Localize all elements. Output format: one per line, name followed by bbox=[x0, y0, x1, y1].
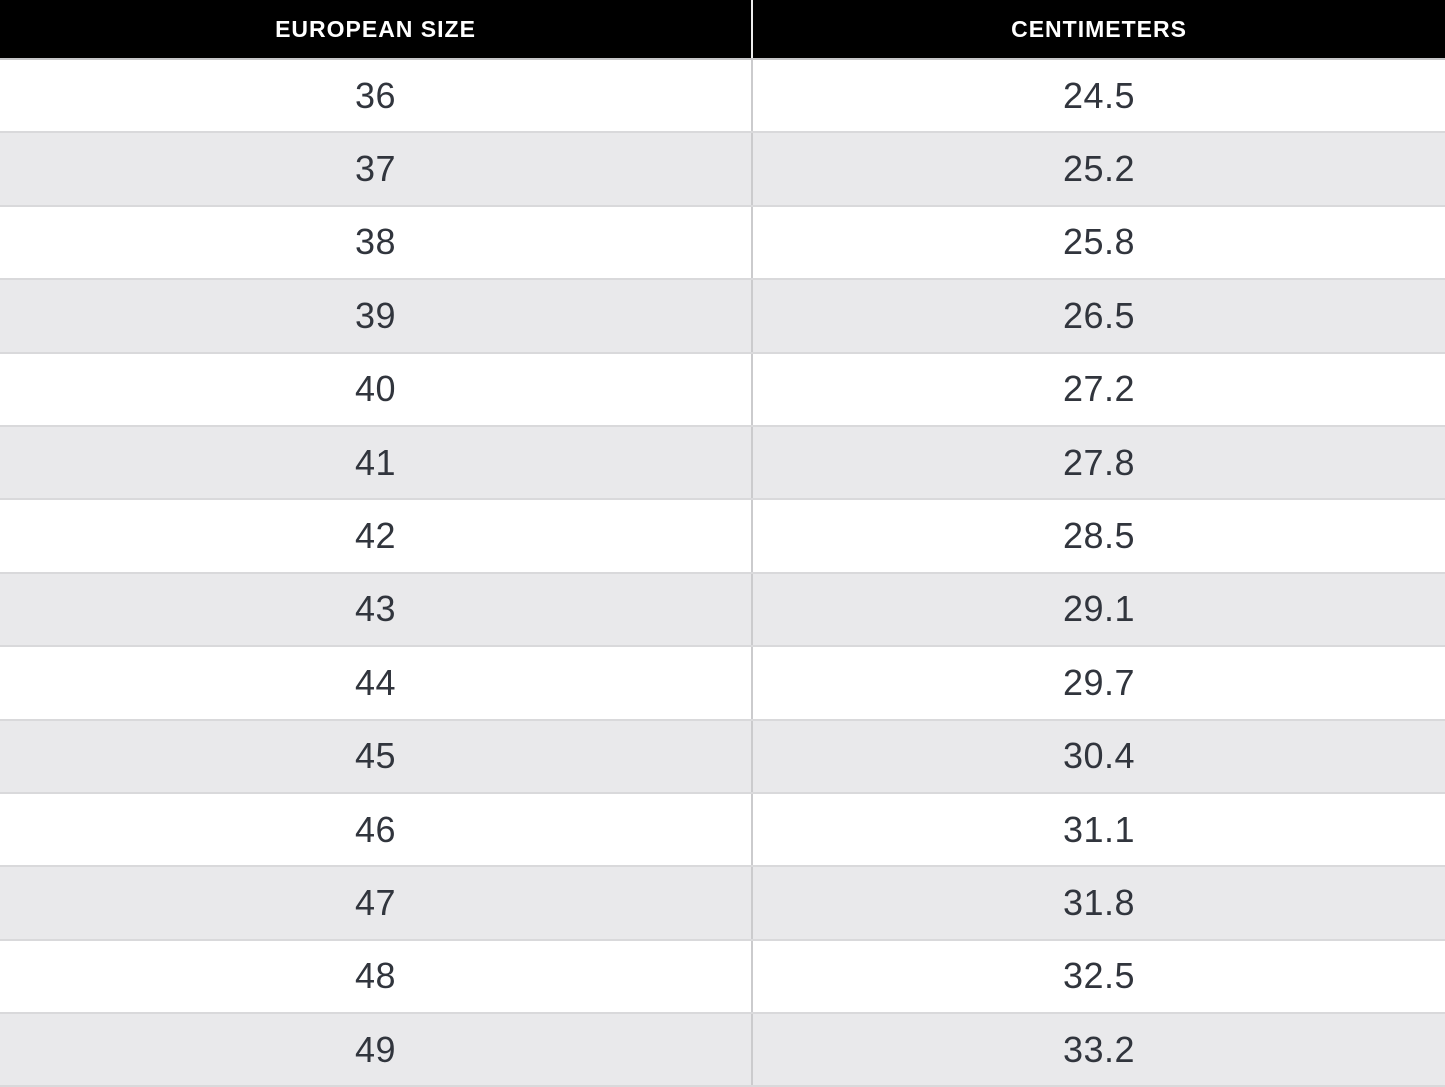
european-size-cell: 37 bbox=[0, 132, 753, 207]
centimeters-cell: 25.8 bbox=[752, 205, 1445, 281]
european-size-cell: 42 bbox=[0, 499, 753, 574]
centimeters-cell: 33.2 bbox=[752, 1013, 1445, 1087]
european-size-cell: 45 bbox=[0, 719, 753, 794]
table-body: 36 24.5 37 25.2 38 25.8 39 26.5 40 27.2 … bbox=[0, 59, 1445, 1087]
centimeters-cell: 28.5 bbox=[752, 499, 1445, 574]
european-size-cell: 47 bbox=[0, 866, 753, 941]
centimeters-cell: 27.2 bbox=[752, 352, 1445, 427]
centimeters-cell: 24.5 bbox=[752, 59, 1445, 134]
european-size-cell: 40 bbox=[0, 352, 753, 427]
table-row: 47 31.8 bbox=[0, 866, 1445, 941]
centimeters-cell: 27.8 bbox=[752, 425, 1445, 501]
centimeters-cell: 26.5 bbox=[752, 279, 1445, 354]
table-row: 37 25.2 bbox=[0, 132, 1445, 207]
table-row: 48 32.5 bbox=[0, 939, 1445, 1015]
centimeters-cell: 32.5 bbox=[752, 939, 1445, 1015]
table-row: 39 26.5 bbox=[0, 279, 1445, 354]
table-row: 40 27.2 bbox=[0, 352, 1445, 427]
european-size-cell: 41 bbox=[0, 425, 753, 501]
table-row: 44 29.7 bbox=[0, 646, 1445, 721]
centimeters-cell: 30.4 bbox=[752, 719, 1445, 794]
european-size-cell: 44 bbox=[0, 646, 753, 721]
european-size-cell: 38 bbox=[0, 205, 753, 281]
european-size-cell: 46 bbox=[0, 792, 753, 868]
centimeters-cell: 31.1 bbox=[752, 792, 1445, 868]
european-size-cell: 48 bbox=[0, 939, 753, 1015]
european-size-cell: 43 bbox=[0, 572, 753, 648]
table-row: 49 33.2 bbox=[0, 1013, 1445, 1087]
table-header-row: EUROPEAN SIZE CENTIMETERS bbox=[0, 0, 1445, 60]
table-header: EUROPEAN SIZE CENTIMETERS bbox=[0, 0, 1445, 60]
european-size-cell: 49 bbox=[0, 1013, 753, 1087]
table-row: 45 30.4 bbox=[0, 719, 1445, 794]
table-row: 36 24.5 bbox=[0, 59, 1445, 134]
centimeters-cell: 31.8 bbox=[752, 866, 1445, 941]
column-header-centimeters: CENTIMETERS bbox=[752, 0, 1445, 60]
table-row: 42 28.5 bbox=[0, 499, 1445, 574]
table-row: 43 29.1 bbox=[0, 572, 1445, 648]
centimeters-cell: 25.2 bbox=[752, 132, 1445, 207]
centimeters-cell: 29.1 bbox=[752, 572, 1445, 648]
european-size-cell: 36 bbox=[0, 59, 753, 134]
column-header-european-size: EUROPEAN SIZE bbox=[0, 0, 753, 60]
table-row: 46 31.1 bbox=[0, 792, 1445, 868]
table-row: 38 25.8 bbox=[0, 205, 1445, 281]
centimeters-cell: 29.7 bbox=[752, 646, 1445, 721]
european-size-cell: 39 bbox=[0, 279, 753, 354]
table-row: 41 27.8 bbox=[0, 425, 1445, 501]
